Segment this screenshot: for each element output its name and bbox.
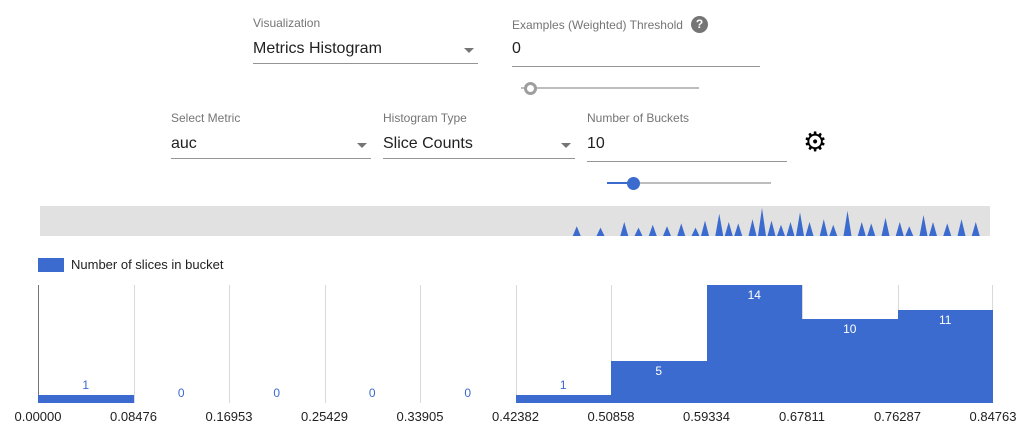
slider-track (607, 182, 771, 184)
overview-density-sparkline (572, 208, 980, 236)
buckets-slider[interactable] (607, 176, 771, 190)
x-tick-label: 0.59334 (683, 409, 730, 424)
visualization-label: Visualization (253, 16, 321, 30)
legend-color-swatch (38, 257, 64, 272)
x-tick-label: 0.25429 (301, 409, 348, 424)
select-metric-value: auc (171, 135, 197, 152)
gridline (324, 285, 326, 403)
bar-value-label: 14 (747, 288, 761, 302)
histogram-bar (38, 394, 134, 403)
x-tick-label: 0.50858 (587, 409, 635, 424)
bar-value-label: 1 (82, 377, 90, 392)
gridline (229, 285, 230, 403)
legend-label: Number of slices in bucket (71, 257, 224, 272)
x-axis-labels: 0.00000 0.08476 0.16953 0.25429 0.33905 0.423… (15, 409, 1017, 425)
gridline (420, 285, 421, 403)
histogram-bar (515, 394, 611, 403)
histogram-type-label: Histogram Type (383, 111, 467, 125)
chevron-down-icon (357, 143, 367, 148)
x-tick-label: 0.16953 (205, 409, 253, 424)
select-metric-label: Select Metric (171, 111, 241, 125)
overview-brush-strip[interactable] (40, 206, 990, 236)
bar-value-label: 0 (177, 386, 185, 400)
number-of-buckets-input[interactable] (587, 133, 787, 162)
histogram-bar (706, 285, 802, 403)
gridline (611, 285, 612, 403)
histogram-bar (611, 360, 707, 403)
visualization-dropdown[interactable]: Visualization Metrics Histogram (253, 16, 478, 64)
bar-value-label: 0 (464, 386, 472, 400)
bar-value-label: 11 (939, 313, 952, 328)
threshold-label: Examples (Weighted) Threshold (512, 17, 683, 32)
visualization-value: Metrics Histogram (253, 40, 382, 57)
histogram-bar (802, 318, 898, 403)
x-tick-label: 0.67811 (778, 409, 826, 424)
help-icon[interactable]: ? (690, 16, 708, 33)
number-of-buckets-label: Number of Buckets (587, 111, 690, 125)
histogram-type-dropdown[interactable]: Histogram Type Slice Counts (383, 111, 575, 159)
x-tick-label: 0.00000 (14, 409, 62, 424)
buckets-slider-thumb[interactable] (627, 177, 641, 190)
x-tick-label: 0.08476 (110, 409, 157, 424)
gridline (515, 285, 517, 403)
chart-legend: Number of slices in bucket (38, 257, 223, 272)
bar-value-label: 0 (368, 386, 376, 400)
chevron-down-icon (464, 48, 474, 53)
x-tick-label: 0.42382 (492, 409, 539, 424)
select-metric-dropdown[interactable]: Select Metric auc (171, 111, 371, 159)
histogram-type-value: Slice Counts (383, 135, 473, 152)
threshold-slider-thumb[interactable] (524, 82, 538, 95)
slider-fill (607, 182, 634, 184)
x-tick-label: 0.76287 (874, 409, 921, 424)
x-tick-label: 0.84763 (969, 409, 1017, 424)
histogram-bar (897, 310, 993, 403)
threshold-label-row: Examples (Weighted) Threshold ? (512, 16, 708, 33)
gridline (38, 285, 39, 403)
bar-value-label: 1 (559, 377, 567, 392)
bar-value-label: 5 (655, 363, 663, 378)
threshold-input[interactable] (512, 38, 760, 67)
gridline (133, 285, 135, 403)
chevron-down-icon (561, 143, 571, 148)
settings-gear-icon[interactable]: ⚙ (803, 127, 828, 157)
threshold-slider[interactable] (521, 81, 699, 95)
bar-value-label: 0 (273, 386, 281, 400)
bar-value-label: 10 (843, 321, 857, 336)
slider-track (521, 87, 699, 89)
histogram-chart: 1 0 0 0 0 1 5 14 10 11 (38, 285, 993, 403)
x-tick-label: 0.33905 (396, 409, 444, 424)
